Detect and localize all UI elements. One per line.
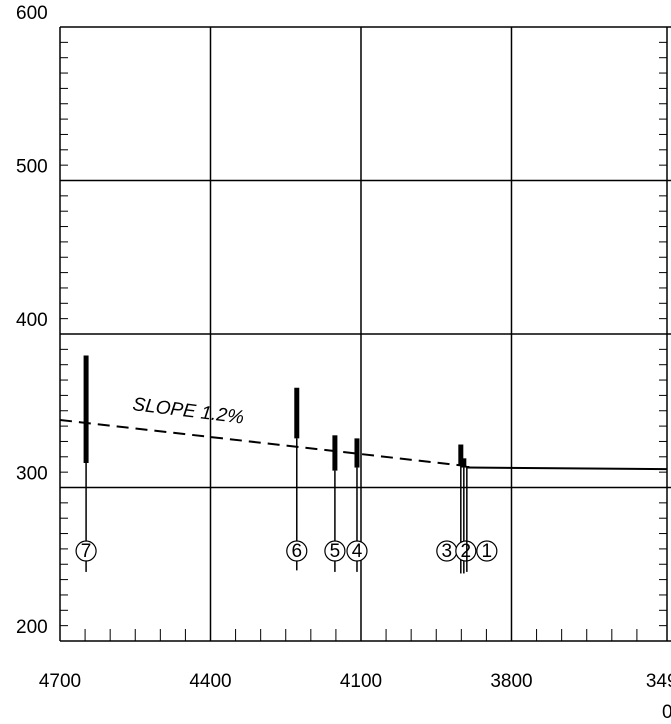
well-label: 5: [330, 541, 341, 562]
x-tick-label: 3800: [490, 671, 532, 692]
well-label-circle: [75, 540, 97, 562]
well-label-circle: [455, 540, 477, 562]
well-label: 1: [482, 541, 493, 562]
well-label: 6: [291, 541, 302, 562]
well-label: 2: [461, 541, 472, 562]
well-label-circle: [476, 540, 498, 562]
slope-annotation: SLOPE 1.2%: [131, 394, 245, 428]
x-tick-label: 3490: [646, 671, 671, 692]
well-label-circle: [324, 540, 346, 562]
x-tick-label: 4700: [39, 671, 81, 692]
x-tick-label: 4400: [189, 671, 231, 692]
y-tick-label: 400: [16, 310, 48, 331]
well-label-circle: [286, 540, 308, 562]
y-tick-label: 200: [16, 617, 48, 638]
x-tick-label: 4100: [340, 671, 382, 692]
y-tick-label: 500: [16, 157, 48, 178]
corner-label: 0: [662, 702, 671, 723]
well-label: 7: [81, 541, 92, 562]
y-tick-label: 300: [16, 464, 48, 485]
well-label-circle: [346, 540, 368, 562]
well-label: 4: [352, 541, 363, 562]
profile-line: [59, 418, 467, 468]
y-tick-label: 600: [16, 3, 48, 24]
well-label: 3: [442, 541, 453, 562]
profile-line: [466, 466, 668, 471]
